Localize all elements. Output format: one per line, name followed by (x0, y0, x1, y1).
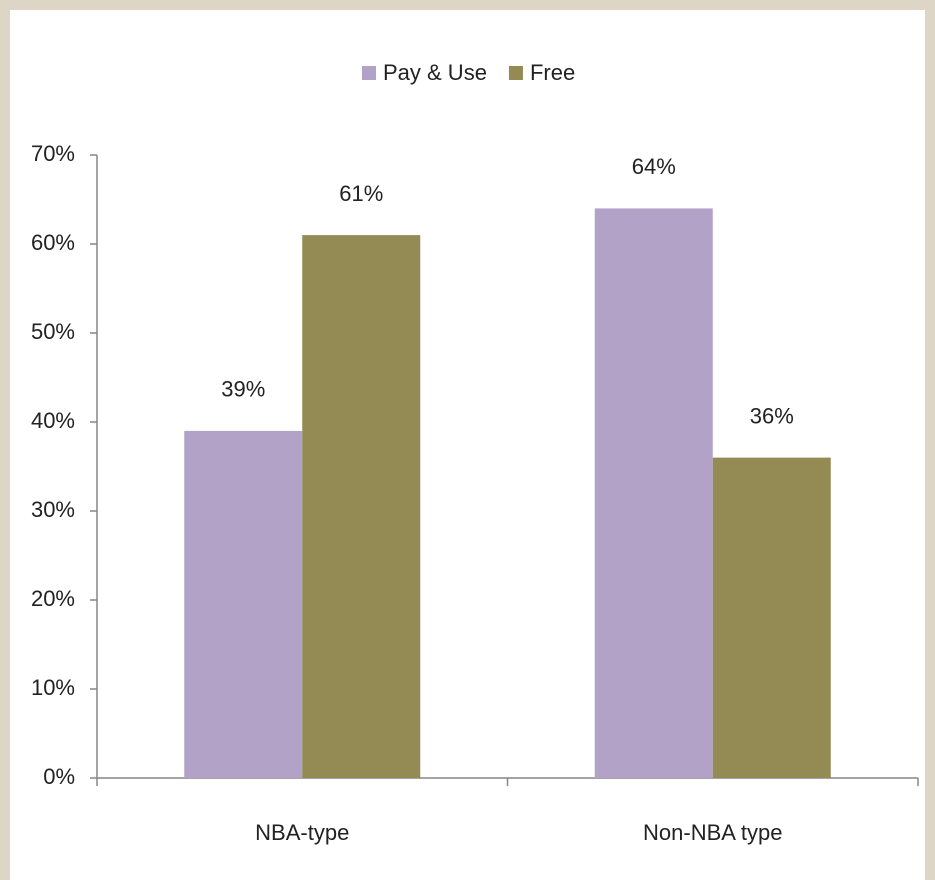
value-label: 61% (339, 181, 383, 206)
bar (302, 235, 421, 779)
legend-swatch (508, 66, 523, 80)
legend-label: Pay & Use (383, 60, 487, 85)
legend-label: Free (530, 60, 575, 85)
y-tick-label: 10% (31, 675, 75, 700)
bar (594, 208, 713, 778)
y-tick-label: 50% (31, 319, 75, 344)
y-tick-label: 0% (43, 764, 75, 789)
legend-swatch (362, 66, 376, 80)
x-tick-label: NBA-type (255, 820, 349, 845)
y-tick-label: 40% (31, 408, 75, 433)
y-tick-label: 70% (31, 141, 75, 166)
x-tick-label: Non-NBA type (643, 820, 782, 845)
value-label: 39% (221, 377, 265, 402)
y-tick-label: 30% (31, 497, 75, 522)
bar (712, 457, 831, 778)
y-tick-label: 60% (31, 230, 75, 255)
y-tick-label: 20% (31, 586, 75, 611)
value-label: 64% (632, 154, 676, 179)
value-label: 36% (750, 403, 794, 428)
bar (184, 430, 303, 778)
